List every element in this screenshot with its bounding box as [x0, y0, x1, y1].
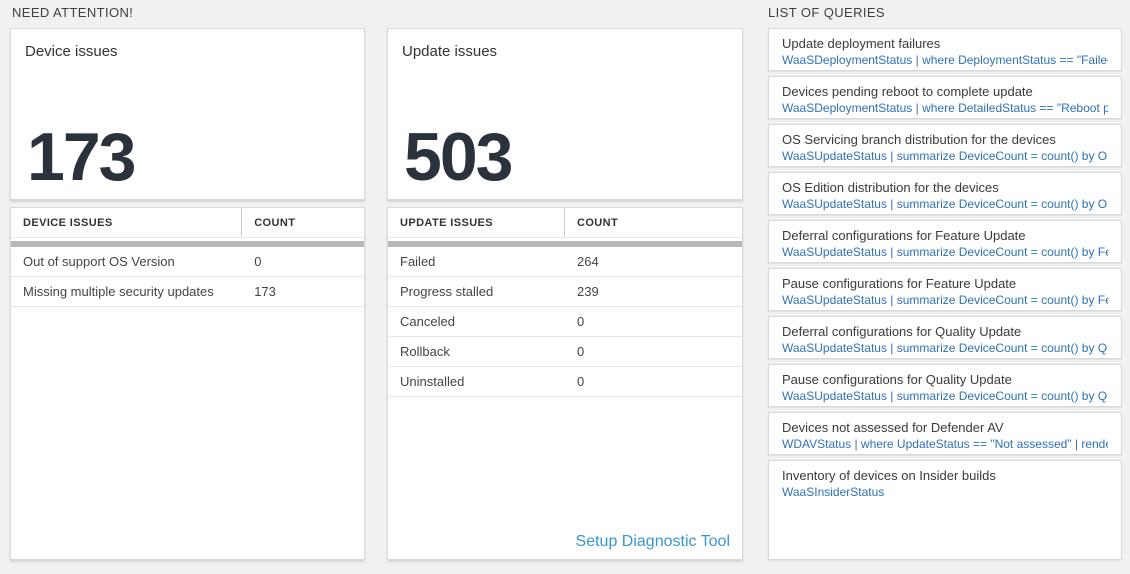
- issue-label: Uninstalled: [400, 374, 465, 389]
- device-issues-column-header: DEVICE ISSUES: [11, 208, 243, 237]
- table-row[interactable]: Failed 264: [388, 247, 742, 277]
- query-list-item[interactable]: Inventory of devices on Insider builds W…: [768, 460, 1122, 560]
- query-list: Update deployment failures WaaSDeploymen…: [768, 28, 1122, 565]
- query-title: Update deployment failures: [782, 36, 941, 51]
- query-list-item[interactable]: Pause configurations for Quality Update …: [768, 364, 1122, 407]
- query-title: OS Edition distribution for the devices: [782, 180, 999, 195]
- table-row[interactable]: Missing multiple security updates 173: [11, 277, 364, 307]
- issue-label: Failed: [400, 254, 436, 269]
- query-text: WaaSDeploymentStatus | where DeploymentS…: [782, 53, 1108, 67]
- table-row[interactable]: Progress stalled 239: [388, 277, 742, 307]
- query-text: WaaSUpdateStatus | summarize DeviceCount…: [782, 149, 1108, 163]
- update-issues-title: Update issues: [402, 43, 498, 60]
- query-title: Deferral configurations for Quality Upda…: [782, 324, 1022, 339]
- device-issues-tile[interactable]: Device issues 173: [10, 28, 365, 200]
- device-issues-table: DEVICE ISSUES COUNT Out of support OS Ve…: [10, 207, 365, 560]
- query-text: WaaSUpdateStatus | summarize DeviceCount…: [782, 389, 1108, 403]
- query-list-item[interactable]: Pause configurations for Feature Update …: [768, 268, 1122, 311]
- query-list-item[interactable]: Devices not assessed for Defender AV WDA…: [768, 412, 1122, 455]
- count-column-header: COUNT: [577, 216, 619, 229]
- issue-count: 0: [254, 254, 262, 269]
- query-text: WDAVStatus | where UpdateStatus == "Not …: [782, 437, 1108, 451]
- list-of-queries-section-label: LIST OF QUERIES: [768, 5, 886, 20]
- update-issues-tile[interactable]: Update issues 503: [387, 28, 743, 200]
- query-title: Devices pending reboot to complete updat…: [782, 84, 1033, 99]
- query-list-item[interactable]: Devices pending reboot to complete updat…: [768, 76, 1122, 119]
- issue-count: 173: [254, 284, 276, 299]
- issue-count: 264: [577, 254, 599, 269]
- device-issues-title: Device issues: [25, 43, 118, 60]
- table-scrollbar[interactable]: [11, 241, 364, 247]
- query-text: WaaSDeploymentStatus | where DetailedSta…: [782, 101, 1108, 115]
- query-title: Deferral configurations for Feature Upda…: [782, 228, 1026, 243]
- device-issues-total: 173: [27, 119, 136, 195]
- update-issues-total: 503: [404, 119, 513, 195]
- query-title: OS Servicing branch distribution for the…: [782, 132, 1056, 147]
- query-list-item[interactable]: Deferral configurations for Feature Upda…: [768, 220, 1122, 263]
- need-attention-section-label: NEED ATTENTION!: [12, 5, 134, 20]
- update-issues-column-header: UPDATE ISSUES: [388, 208, 565, 237]
- table-row[interactable]: Rollback 0: [388, 337, 742, 367]
- query-title: Pause configurations for Feature Update: [782, 276, 1017, 291]
- issue-count: 0: [577, 344, 585, 359]
- query-list-item[interactable]: Deferral configurations for Quality Upda…: [768, 316, 1122, 359]
- update-issues-table-header: UPDATE ISSUES COUNT: [388, 208, 742, 238]
- issue-count: 239: [577, 284, 599, 299]
- device-issues-table-header: DEVICE ISSUES COUNT: [11, 208, 364, 238]
- issue-label: Rollback: [400, 344, 450, 359]
- table-row[interactable]: Out of support OS Version 0: [11, 247, 364, 277]
- query-text: WaaSUpdateStatus | summarize DeviceCount…: [782, 197, 1108, 211]
- issue-label: Out of support OS Version: [23, 254, 175, 269]
- setup-diagnostic-tool-link[interactable]: Setup Diagnostic Tool: [575, 533, 730, 550]
- query-text: WaaSInsiderStatus: [782, 485, 885, 499]
- count-column-header: COUNT: [254, 216, 296, 229]
- issue-label: Canceled: [400, 314, 455, 329]
- issue-label: Progress stalled: [400, 284, 494, 299]
- query-text: WaaSUpdateStatus | summarize DeviceCount…: [782, 245, 1108, 259]
- issue-label: Missing multiple security updates: [23, 284, 214, 299]
- query-text: WaaSUpdateStatus | summarize DeviceCount…: [782, 293, 1108, 307]
- query-title: Inventory of devices on Insider builds: [782, 468, 996, 483]
- issue-count: 0: [577, 374, 585, 389]
- query-list-item[interactable]: OS Edition distribution for the devices …: [768, 172, 1122, 215]
- query-list-item[interactable]: Update deployment failures WaaSDeploymen…: [768, 28, 1122, 71]
- query-title: Pause configurations for Quality Update: [782, 372, 1012, 387]
- update-issues-table: UPDATE ISSUES COUNT Failed 264 Progress …: [387, 207, 743, 560]
- table-row[interactable]: Uninstalled 0: [388, 367, 742, 397]
- issue-count: 0: [577, 314, 585, 329]
- table-scrollbar[interactable]: [388, 241, 742, 247]
- table-row[interactable]: Canceled 0: [388, 307, 742, 337]
- query-list-item[interactable]: OS Servicing branch distribution for the…: [768, 124, 1122, 167]
- query-title: Devices not assessed for Defender AV: [782, 420, 1004, 435]
- query-text: WaaSUpdateStatus | summarize DeviceCount…: [782, 341, 1108, 355]
